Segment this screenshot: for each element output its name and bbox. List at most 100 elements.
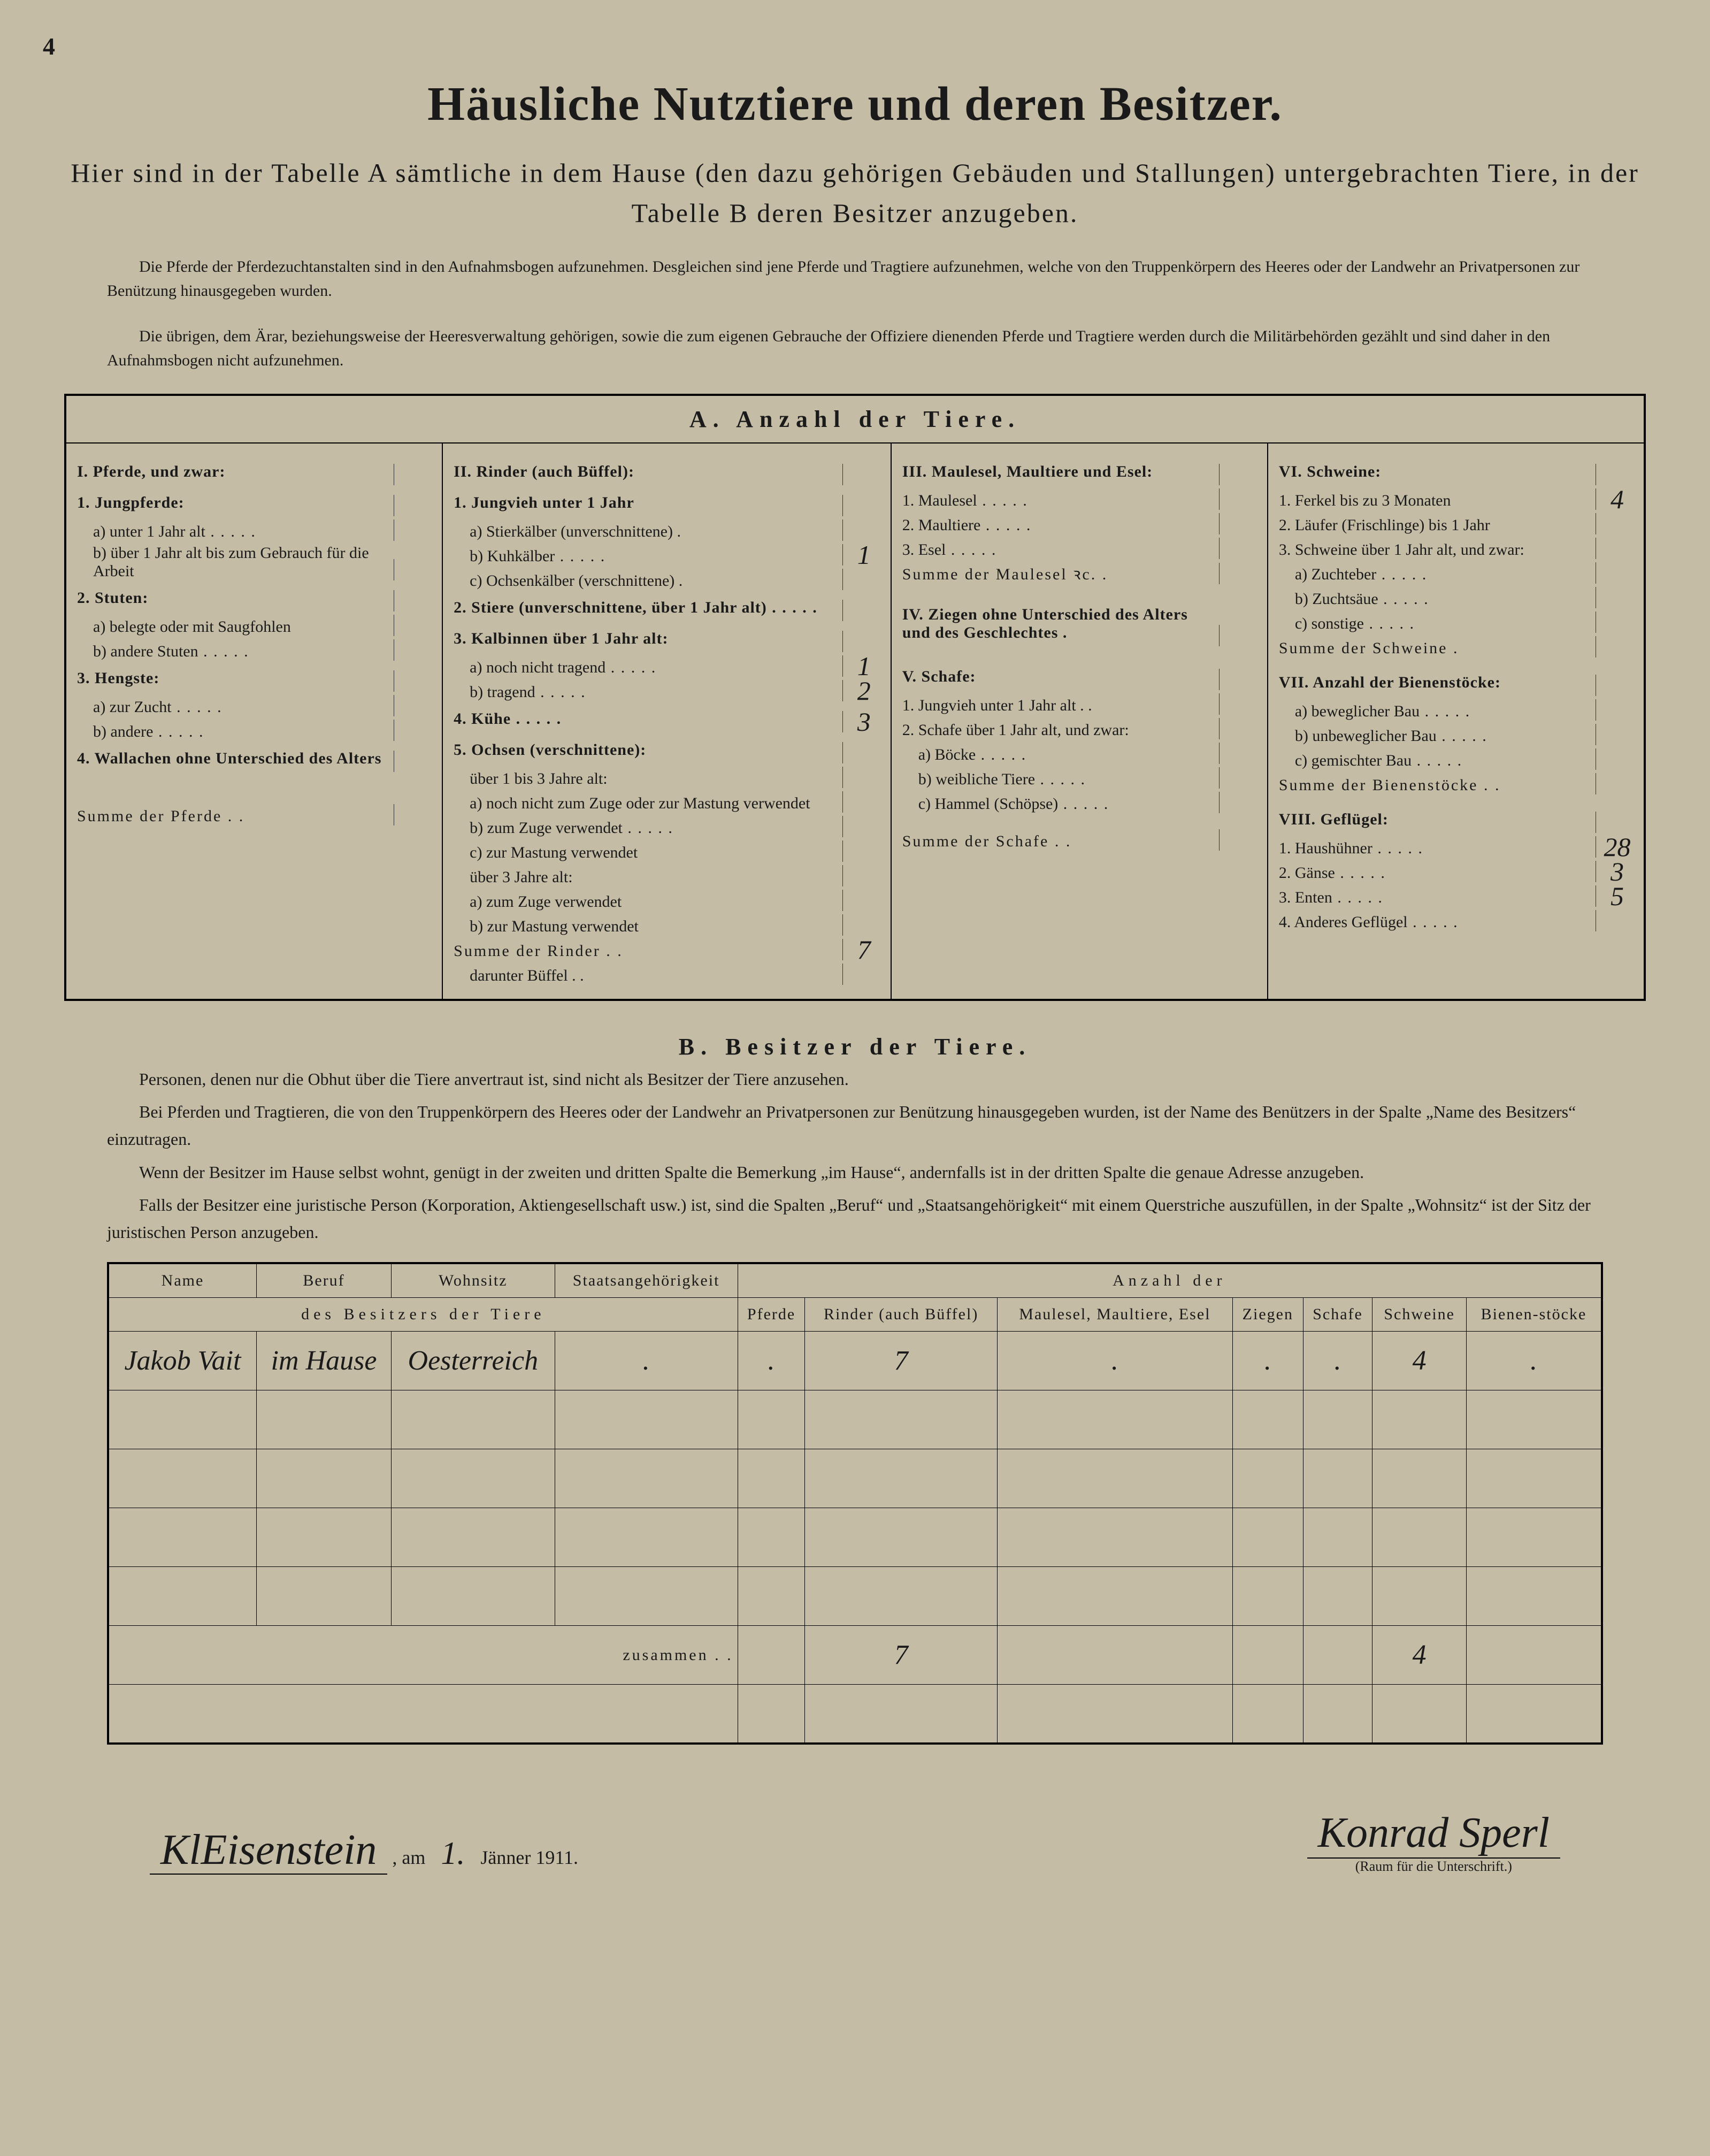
hd-maulesel: III. Maulesel, Maultiere und Esel: [902,463,1219,481]
r-laeufer: 2. Läufer (Frischlinge) bis 1 Jahr [1279,516,1596,534]
cell-ziegen: . [1232,1332,1303,1390]
hd-stuten: 2. Stuten: [77,589,394,607]
r-andere-stuten: b) andere Stuten [77,643,394,661]
col-schweine-bienen-gefluegel: VI. Schweine: 1. Ferkel bis zu 3 Monaten… [1268,444,1644,999]
table-row [108,1567,1602,1626]
table-row-sum: zusammen . . 7 4 [108,1626,1602,1685]
v-ferkel: 4 [1596,488,1638,510]
hd-jungpferde: 1. Jungpferde: [77,494,394,512]
r-schweine-ueber1: 3. Schweine über 1 Jahr alt, und zwar: [1279,541,1596,559]
r-ochs-b: b) zum Zuge verwendet [454,819,842,837]
r-gaense: 2. Gänse [1279,864,1596,882]
r-enten: 3. Enten [1279,889,1596,907]
r-anderes-gefl: 4. Anderes Geflügel [1279,913,1596,931]
r-nicht-tragend: a) noch nicht tragend [454,659,842,677]
th-anzahl: Anzahl der [738,1263,1602,1298]
v-kuehe: 3 [842,711,885,732]
hd-wallachen: 4. Wallachen ohne Unterschied des Alters [77,750,394,768]
sub-bueffel: darunter Büffel . . [454,967,842,985]
main-title: Häusliche Nutztiere und deren Besitzer. [43,77,1667,132]
v-gaense: 3 [1596,861,1638,882]
col-maul-ziegen-schafe: III. Maulesel, Maultiere und Esel: 1. Ma… [892,444,1268,999]
signature-note: (Raum für die Unterschrift.) [1307,1859,1560,1875]
th-name: Name [108,1263,256,1298]
r-belegte: a) belegte oder mit Saugfohlen [77,618,394,636]
owner-signature: Konrad Sperl [1307,1809,1560,1859]
table-row [108,1390,1602,1449]
r-gemischt: c) gemischter Bau [1279,752,1596,770]
cell-bienen: . [1466,1332,1602,1390]
cell-wohn: Oesterreich [392,1332,555,1390]
r-ochs-a: a) noch nicht zum Zuge oder zur Mastung … [454,794,842,813]
hd-bienen: VII. Anzahl der Bienenstöcke: [1279,674,1596,692]
hd-ochsen: 5. Ochsen (verschnittene): [454,741,842,759]
r-zuchteber: a) Zuchteber [1279,565,1596,584]
hd-jungvieh: 1. Jungvieh unter 1 Jahr [454,494,842,512]
r-ferkel: 1. Ferkel bis zu 3 Monaten [1279,492,1596,510]
intro-para-1: Die Pferde der Pferdezuchtanstalten sind… [107,255,1603,303]
col-rinder: II. Rinder (auch Büffel): 1. Jungvieh un… [443,444,892,999]
signature-row: KlEisenstein , am 1. Jänner 1911. Konrad… [150,1809,1560,1875]
intro-para-2: Die übrigen, dem Ärar, beziehungsweise d… [107,324,1603,372]
cell-pferde: . [738,1332,805,1390]
hd-hengste: 3. Hengste: [77,669,394,687]
col-pferde: I. Pferde, und zwar: 1. Jungpferde: a) u… [66,444,443,999]
table-b: Name Beruf Wohnsitz Staatsangehörigkeit … [107,1262,1603,1745]
hd-schweine: VI. Schweine: [1279,463,1596,481]
r-zuchtsaeue: b) Zuchtsäue [1279,590,1596,608]
r-kuhkaelber: b) Kuhkälber [454,547,842,565]
sub-1bis3: über 1 bis 3 Jahre alt: [454,770,842,788]
r-ochs-c: c) zur Mastung verwendet [454,844,842,862]
th-des-besitzers: des Besitzers der Tiere [108,1298,738,1332]
v-nicht-tragend: 1 [842,655,885,677]
table-row: Jakob Vait im Hause Oesterreich . . 7 . … [108,1332,1602,1390]
v-sum-rinder: 7 [842,939,885,960]
th-pferde: Pferde [738,1298,805,1332]
r-boecke: a) Böcke [902,746,1219,764]
cell-staat: . [555,1332,738,1390]
day-written: 1. [430,1836,476,1871]
cell-beruf: im Hause [256,1332,391,1390]
r-stierkaelber: a) Stierkälber (unverschnittene) . [454,523,842,541]
r-ochs3-b: b) zur Mastung verwendet [454,918,842,936]
th-schweine: Schweine [1372,1298,1467,1332]
b-text-4: Falls der Besitzer eine juristische Pers… [107,1191,1603,1246]
b-text-3: Wenn der Besitzer im Hause selbst wohnt,… [107,1159,1603,1186]
r-sonstige: c) sonstige [1279,615,1596,633]
r-beweglich: a) beweglicher Bau [1279,702,1596,721]
cell-zus-rinder: 7 [805,1626,997,1685]
table-a: I. Pferde, und zwar: 1. Jungpferde: a) u… [66,444,1644,999]
b-text-2: Bei Pferden und Tragtieren, die von den … [107,1098,1603,1153]
th-schafe: Schafe [1303,1298,1372,1332]
hd-ziegen: IV. Ziegen ohne Unterschied des Alters u… [902,606,1219,642]
date-label: Jänner 1911. [480,1847,578,1868]
r-zucht: a) zur Zucht [77,698,394,716]
r-unter1: a) unter 1 Jahr alt [77,523,394,541]
hd-gefluegel: VIII. Geflügel: [1279,811,1596,829]
table-a-container: A. Anzahl der Tiere. I. Pferde, und zwar… [64,394,1646,1001]
hd-stiere: 2. Stiere (unverschnittene, über 1 Jahr … [454,599,842,617]
sub-ueber3: über 3 Jahre alt: [454,868,842,886]
hd-kuehe: 4. Kühe [454,710,842,728]
subtitle: Hier sind in der Tabelle A sämtliche in … [43,153,1667,233]
r-tragend: b) tragend [454,683,842,701]
hd-kalbinnen: 3. Kalbinnen über 1 Jahr alt: [454,630,842,648]
r-andere-h: b) andere [77,723,394,741]
r-maulesel: 1. Maulesel [902,492,1219,510]
sum-rinder: Summe der Rinder . . [454,942,842,960]
r-schafe-ueber1: 2. Schafe über 1 Jahr alt, und zwar: [902,721,1219,739]
r-huehner: 1. Haushühner [1279,839,1596,858]
cell-zus-schweine: 4 [1372,1626,1467,1685]
sum-maul: Summe der Maulesel ꝛc. . [902,562,1219,584]
th-wohn: Wohnsitz [392,1263,555,1298]
cell-schweine: 4 [1372,1332,1467,1390]
sum-bienen: Summe der Bienenstöcke . . [1279,776,1596,794]
cell-rinder: 7 [805,1332,997,1390]
b-text-1: Personen, denen nur die Obhut über die T… [107,1066,1603,1093]
sum-pferde: Summe der Pferde . . [77,807,394,825]
v-huehner: 28 [1596,836,1638,858]
hd-schafe: V. Schafe: [902,668,1219,686]
sum-schweine: Summe der Schweine . [1279,639,1596,657]
cell-zusammen: zusammen . . [108,1626,738,1685]
place-signature: KlEisenstein [150,1826,387,1875]
